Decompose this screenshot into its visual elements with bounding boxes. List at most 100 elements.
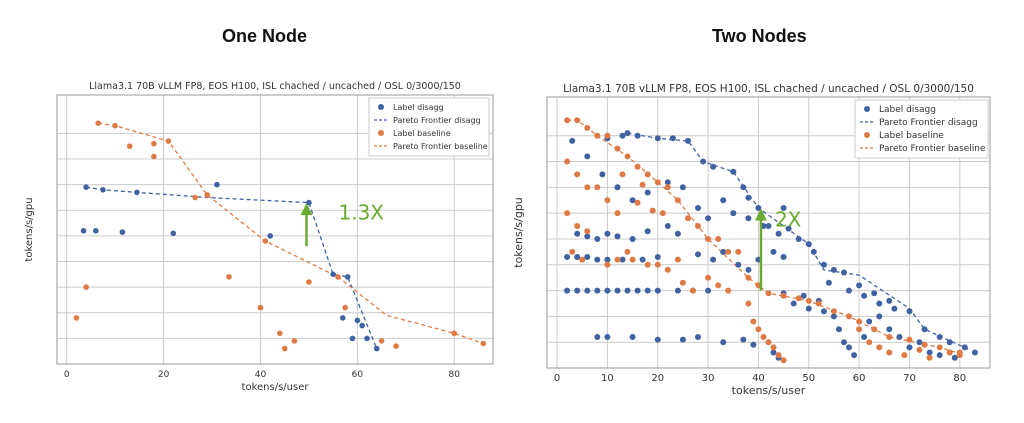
data-point xyxy=(926,354,933,361)
data-point xyxy=(800,292,807,299)
data-point xyxy=(564,117,571,124)
data-point xyxy=(359,322,366,329)
y-axis-label: tokens/s/gpu xyxy=(24,197,35,261)
data-point xyxy=(634,287,641,294)
data-point xyxy=(926,349,933,356)
data-point xyxy=(569,137,576,144)
data-point xyxy=(846,344,852,351)
chart-title: Llama3.1 70B vLLM FP8, EOS H100, ISL cha… xyxy=(89,81,461,92)
y-axis-label: tokens/s/gpu xyxy=(512,197,525,268)
legend-label: Pareto Frontier baseline xyxy=(393,142,488,151)
data-point xyxy=(644,261,651,268)
data-point xyxy=(790,300,797,307)
data-point xyxy=(564,254,571,260)
data-point xyxy=(861,334,868,340)
data-point xyxy=(134,189,140,196)
panel-title-one-node: One Node xyxy=(222,26,308,46)
data-point xyxy=(604,287,611,294)
data-point xyxy=(664,179,671,186)
data-point xyxy=(584,228,591,235)
data-point xyxy=(886,326,893,333)
data-point xyxy=(765,223,772,229)
data-point xyxy=(664,266,671,273)
data-point xyxy=(906,308,913,315)
data-point xyxy=(775,352,782,359)
data-point xyxy=(906,344,913,351)
legend-label: Label baseline xyxy=(393,129,451,138)
data-point xyxy=(344,274,351,280)
data-point xyxy=(705,274,712,281)
data-point xyxy=(750,318,757,325)
data-point xyxy=(574,287,581,294)
data-point xyxy=(624,287,631,294)
x-tick-label: 0 xyxy=(64,370,70,380)
data-point xyxy=(574,254,581,260)
data-point xyxy=(629,256,636,263)
data-point xyxy=(685,137,691,144)
data-point xyxy=(820,261,827,268)
x-tick-label: 40 xyxy=(752,373,765,384)
data-point xyxy=(780,205,787,211)
data-point xyxy=(861,292,868,299)
data-point xyxy=(810,248,817,255)
data-point xyxy=(451,330,458,337)
legend-marker xyxy=(378,130,384,136)
x-tick-label: 80 xyxy=(953,373,966,384)
legend-marker xyxy=(864,106,870,112)
data-point xyxy=(599,171,606,178)
data-point xyxy=(775,230,782,237)
data-point xyxy=(393,343,399,349)
data-point xyxy=(574,230,581,237)
data-point xyxy=(685,215,691,222)
data-point xyxy=(856,318,863,325)
data-point xyxy=(654,336,661,343)
panel-title-two-nodes: Two Nodes xyxy=(712,26,807,46)
x-axis-label: tokens/s/user xyxy=(242,382,310,393)
data-point xyxy=(750,341,757,348)
data-point xyxy=(780,292,787,299)
data-point xyxy=(886,334,893,340)
annotation-text: 1.3X xyxy=(338,201,384,225)
data-point xyxy=(614,287,621,294)
series-line xyxy=(627,132,971,351)
data-point xyxy=(674,230,681,237)
data-point xyxy=(649,207,656,214)
data-point xyxy=(795,295,802,302)
legend-label: Label baseline xyxy=(879,131,944,141)
data-point xyxy=(579,256,586,263)
data-point xyxy=(664,223,671,229)
x-tick-label: 40 xyxy=(255,370,267,380)
data-point xyxy=(624,248,631,255)
data-point xyxy=(946,349,953,356)
data-point xyxy=(730,210,737,217)
data-point xyxy=(830,266,837,273)
data-point xyxy=(584,254,591,260)
data-point xyxy=(594,334,601,340)
data-point xyxy=(851,352,858,359)
data-point xyxy=(956,352,963,359)
x-tick-label: 10 xyxy=(601,373,614,384)
data-point xyxy=(126,143,133,149)
data-point xyxy=(83,284,89,290)
legend-label: Label disagg xyxy=(393,103,444,112)
data-point xyxy=(614,184,621,191)
data-point xyxy=(354,317,361,324)
data-point xyxy=(624,130,631,137)
data-point xyxy=(745,266,752,273)
data-point xyxy=(257,304,264,311)
data-point xyxy=(725,287,732,294)
data-point xyxy=(916,339,923,346)
data-point xyxy=(745,300,752,307)
data-point xyxy=(629,236,636,242)
data-point xyxy=(866,339,873,346)
data-point xyxy=(614,210,621,217)
data-point xyxy=(705,236,712,242)
annotation-text: 2X xyxy=(775,208,802,232)
data-point xyxy=(664,184,671,191)
data-point xyxy=(679,336,686,343)
data-point xyxy=(876,344,883,351)
data-point xyxy=(629,334,636,340)
data-point xyxy=(805,297,812,304)
data-point xyxy=(710,163,717,170)
